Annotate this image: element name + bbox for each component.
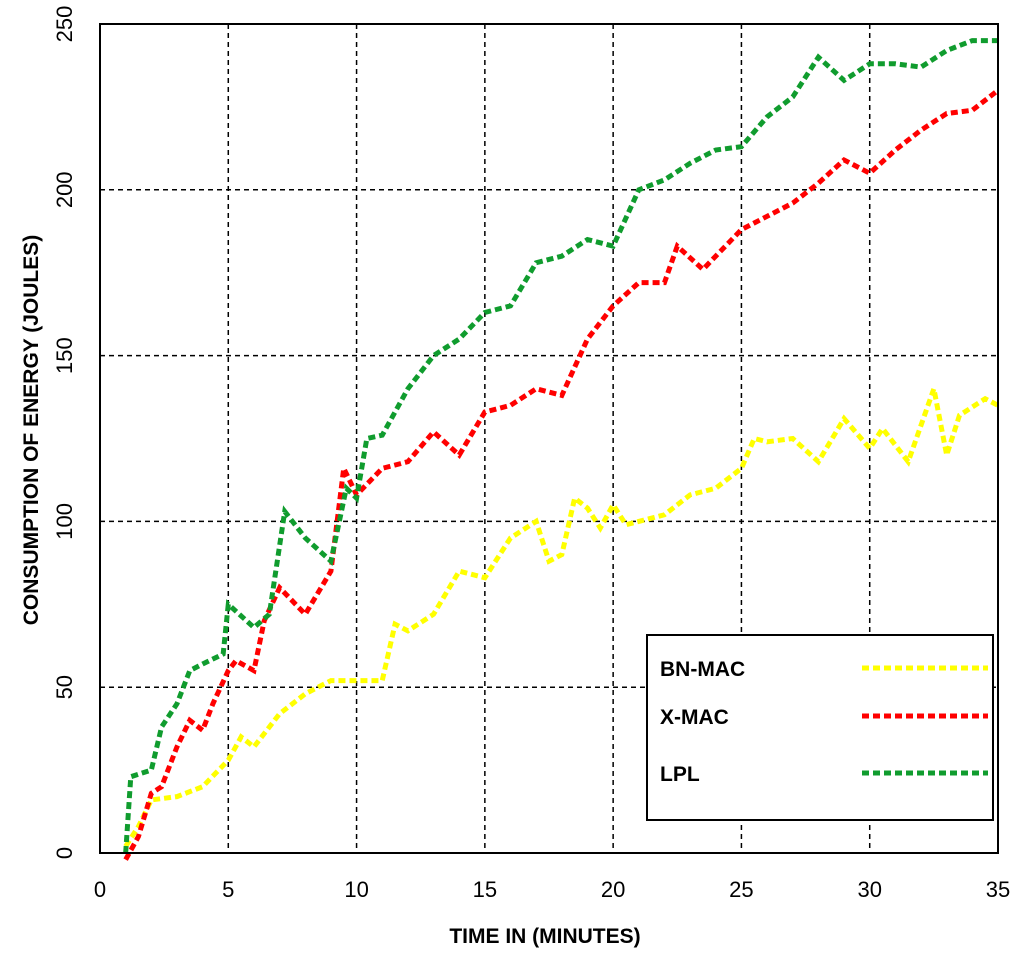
legend-label: BN-MAC bbox=[660, 658, 745, 681]
x-tick-label: 5 bbox=[222, 877, 234, 902]
legend-label: LPL bbox=[660, 763, 700, 786]
y-tick-label: 50 bbox=[52, 675, 77, 699]
legend-label: X-MAC bbox=[660, 706, 729, 729]
series-line bbox=[123, 38, 998, 854]
y-axis-label: CONSUMPTION OF ENERGY (JOULES) bbox=[20, 235, 43, 625]
x-axis-label: TIME IN (MINUTES) bbox=[449, 925, 640, 948]
legend-box bbox=[646, 634, 994, 821]
y-tick-label: 150 bbox=[52, 337, 77, 374]
y-tick-label: 0 bbox=[52, 847, 77, 859]
plot-frame bbox=[99, 23, 999, 854]
x-tick-label: 20 bbox=[601, 877, 625, 902]
y-tick-label: 250 bbox=[52, 6, 77, 43]
x-tick-label: 10 bbox=[344, 877, 368, 902]
y-tick-label: 100 bbox=[52, 503, 77, 540]
x-tick-label: 15 bbox=[473, 877, 497, 902]
x-tick-label: 0 bbox=[94, 877, 106, 902]
y-tick-label: 200 bbox=[52, 171, 77, 208]
x-tick-label: 35 bbox=[986, 877, 1010, 902]
x-tick-label: 30 bbox=[857, 877, 881, 902]
series-line bbox=[123, 88, 1000, 861]
series-line bbox=[123, 379, 1000, 848]
x-tick-label: 25 bbox=[729, 877, 753, 902]
